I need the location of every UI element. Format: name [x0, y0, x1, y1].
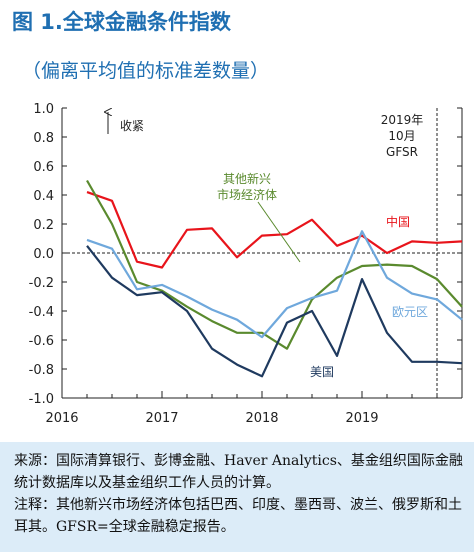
label-usa: 美国	[310, 365, 334, 379]
x-tick-label: 2019	[345, 411, 378, 426]
gfsr-label-line3: GFSR	[386, 145, 418, 159]
x-tick-label: 2016	[45, 411, 78, 426]
other-em-leader-line	[257, 201, 301, 263]
x-tick-label: 2018	[245, 411, 278, 426]
label-china: 中国	[386, 214, 410, 229]
y-tick-label: 0.8	[33, 131, 54, 146]
y-tick-label: -0.8	[29, 363, 54, 378]
chart-subtitle: （偏离平均值的标准差数量）	[22, 60, 270, 82]
y-tick-label: 0.2	[33, 218, 54, 233]
y-tick-label: 0.6	[33, 160, 54, 175]
y-tick-label: 0.0	[33, 247, 54, 262]
notes-panel: 来源：国际清算银行、彭博金融、Haver Analytics、基金组织国际金融统…	[0, 442, 474, 552]
series-line-3	[86, 245, 463, 378]
y-tick-label: -1.0	[29, 392, 54, 407]
y-tick-label: -0.4	[29, 305, 54, 320]
y-tick-label: 0.4	[33, 189, 54, 204]
chart-area: 1.0 0.8 0.6 0.4 0.2 0.0 -0.2 -0.4 -0.6 -0.8 -1.0 20…	[29, 102, 463, 426]
y-tick-label: 1.0	[33, 102, 54, 117]
chart-title: 图 1.全球金融条件指数	[12, 10, 231, 34]
x-tick-label: 2017	[145, 411, 178, 426]
label-other-em-2: 市场经济体	[217, 187, 277, 202]
gfsr-label-line2: 10月	[388, 129, 415, 143]
tightening-label: 收紧	[120, 119, 144, 133]
gfsr-label-line1: 2019年	[381, 113, 424, 127]
y-tick-label: -0.6	[29, 334, 54, 349]
series-line-0	[86, 191, 463, 269]
series-line-2	[86, 230, 463, 339]
ticks: 1.0 0.8 0.6 0.4 0.2 0.0 -0.2 -0.4 -0.6 -0.8 -1.0 20…	[29, 102, 463, 426]
y-tick-label: -0.2	[29, 276, 54, 291]
label-euro-area: 欧元区	[392, 305, 428, 319]
label-other-em-1: 其他新兴	[223, 171, 271, 186]
annotations: 收紧 2019年 10月 GFSR 中国 其他新兴 市场经济体 欧元区 美国	[108, 112, 428, 379]
source-note: 来源：国际清算银行、彭博金融、Haver Analytics、基金组织国际金融统…	[14, 453, 463, 491]
series-lines	[86, 179, 463, 378]
footnote: 注释：其他新兴市场经济体包括巴西、印度、墨西哥、波兰、俄罗斯和土耳其。GFSR=…	[14, 497, 462, 535]
